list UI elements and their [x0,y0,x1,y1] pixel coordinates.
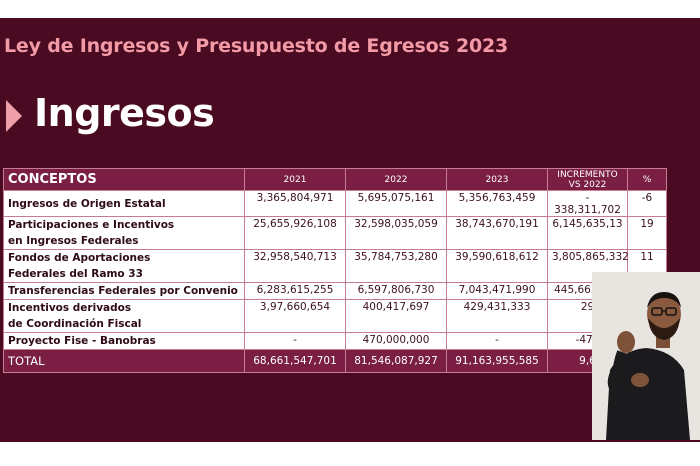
concept-line: Participaciones e Incentivos [8,219,175,231]
concept-cell: Ingresos de Origen Estatal [3,190,245,217]
total-row: TOTAL 68,661,547,701 81,546,087,927 91,1… [3,349,667,373]
interpreter-figure [592,272,700,440]
value-cell: 429,431,333 [446,299,548,333]
total-label: TOTAL [3,349,245,373]
concept-line: Proyecto Fise - Banobras [8,335,156,347]
column-header: 2021 [244,168,346,191]
increment-cell: - 338,311,702 [547,190,628,217]
value-cell: - [446,332,548,350]
column-header: 2022 [345,168,447,191]
value-cell: 470,000,000 [345,332,447,350]
value-cell: 25,655,926,108 [244,216,346,250]
value-cell: 400,417,697 [345,299,447,333]
total-value: 68,661,547,701 [244,349,346,373]
value-cell: 5,695,075,161 [345,190,447,217]
value-cell: 7,043,471,990 [446,282,548,300]
column-header: CONCEPTOS [3,168,245,191]
column-header: INCREMENTO VS 2022 [547,168,628,191]
concept-cell: Incentivos derivados de Coordinación Fisc… [3,299,245,333]
slide-title: Ley de Ingresos y Presupuesto de Egresos… [4,35,509,57]
percent-cell: -6 [627,190,667,217]
table-row: Proyecto Fise - Banobras - 470,000,000 -… [3,332,667,350]
total-value: 81,546,087,927 [345,349,447,373]
concept-line: de Coordinación Fiscal [8,318,142,330]
table-header-row: CONCEPTOS 2021 2022 2023 INCREMENTO VS 2… [3,168,667,191]
percent-cell: 19 [627,216,667,250]
concept-line: Federales del Ramo 33 [8,268,143,280]
concept-cell: Participaciones e Incentivos en Ingresos … [3,216,245,250]
value-cell: - [244,332,346,350]
value-cell: 3,365,804,971 [244,190,346,217]
value-cell: 5,356,763,459 [446,190,548,217]
value-cell: 32,598,035,059 [345,216,447,250]
concept-line: Incentivos derivados [8,302,132,314]
presentation-slide: Ley de Ingresos y Presupuesto de Egresos… [0,18,700,442]
value-cell: 32,958,540,713 [244,249,346,283]
concept-cell: Fondos de Aportaciones Federales del Ramo… [3,249,245,283]
value-cell: 6,597,806,730 [345,282,447,300]
column-header: 2023 [446,168,548,191]
concept-line: Ingresos de Origen Estatal [8,197,166,210]
arrow-icon [6,100,22,132]
table-row: Participaciones e Incentivos en Ingresos … [3,216,667,250]
table-row: Fondos de Aportaciones Federales del Ramo… [3,249,667,283]
value-cell: 3,97,660,654 [244,299,346,333]
value-cell: 35,784,753,280 [345,249,447,283]
value-cell: 39,590,618,612 [446,249,548,283]
income-table: CONCEPTOS 2021 2022 2023 INCREMENTO VS 2… [3,168,667,373]
table-row: Incentivos derivados de Coordinación Fisc… [3,299,667,333]
concept-line: en Ingresos Federales [8,235,139,247]
concept-cell: Proyecto Fise - Banobras [3,332,245,350]
value-cell: 6,283,615,255 [244,282,346,300]
table-row: Ingresos de Origen Estatal 3,365,804,971… [3,190,667,217]
concept-line: Transferencias Federales por Convenio [8,285,238,297]
total-value: 91,163,955,585 [446,349,548,373]
column-header: % [627,168,667,191]
concept-line: Fondos de Aportaciones [8,252,151,264]
value-cell: 38,743,670,191 [446,216,548,250]
sign-language-interpreter-video [592,272,700,440]
section-title: Ingresos [34,91,215,135]
increment-cell: 6,145,635,13 [547,216,628,250]
concept-cell: Transferencias Federales por Convenio [3,282,245,300]
table-row: Transferencias Federales por Convenio 6,… [3,282,667,300]
